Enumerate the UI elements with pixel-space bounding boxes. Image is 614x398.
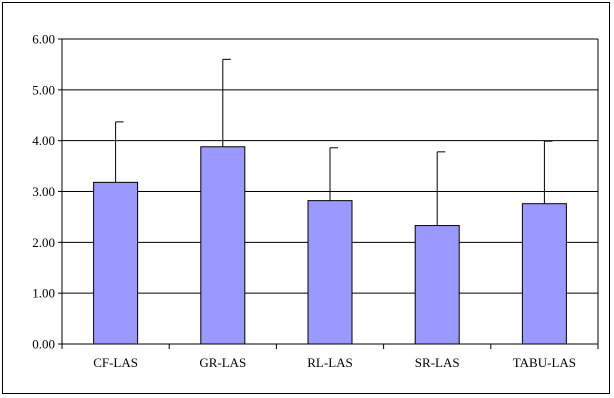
y-tick-label: 3.00 [32, 184, 55, 199]
x-category-label: TABU-LAS [513, 355, 576, 370]
x-category-label: RL-LAS [307, 355, 353, 370]
error-bars [115, 58, 553, 226]
x-category-label: SR-LAS [415, 355, 460, 370]
y-tick-label: 2.00 [32, 235, 55, 250]
y-tick-label: 4.00 [32, 133, 55, 148]
x-category-labels: CF-LAS GR-LAS RL-LAS SR-LAS TABU-LAS [93, 355, 576, 370]
y-tick-label: 6.00 [32, 32, 55, 47]
y-tick-label: 0.00 [32, 337, 55, 352]
bar-gr-las [200, 146, 246, 345]
bar-tabu-las [521, 203, 567, 345]
y-tick-label: 5.00 [32, 82, 55, 97]
x-category-label: CF-LAS [93, 355, 138, 370]
bar-rl-las [307, 200, 353, 345]
y-tick-label: 1.00 [32, 286, 55, 301]
y-tick-labels: 0.00 1.00 2.00 3.00 4.00 5.00 6.00 [32, 32, 55, 352]
bar-sr-las [414, 225, 460, 345]
x-category-label: GR-LAS [199, 355, 246, 370]
bar-cf-las [93, 181, 139, 345]
axes [58, 38, 599, 349]
